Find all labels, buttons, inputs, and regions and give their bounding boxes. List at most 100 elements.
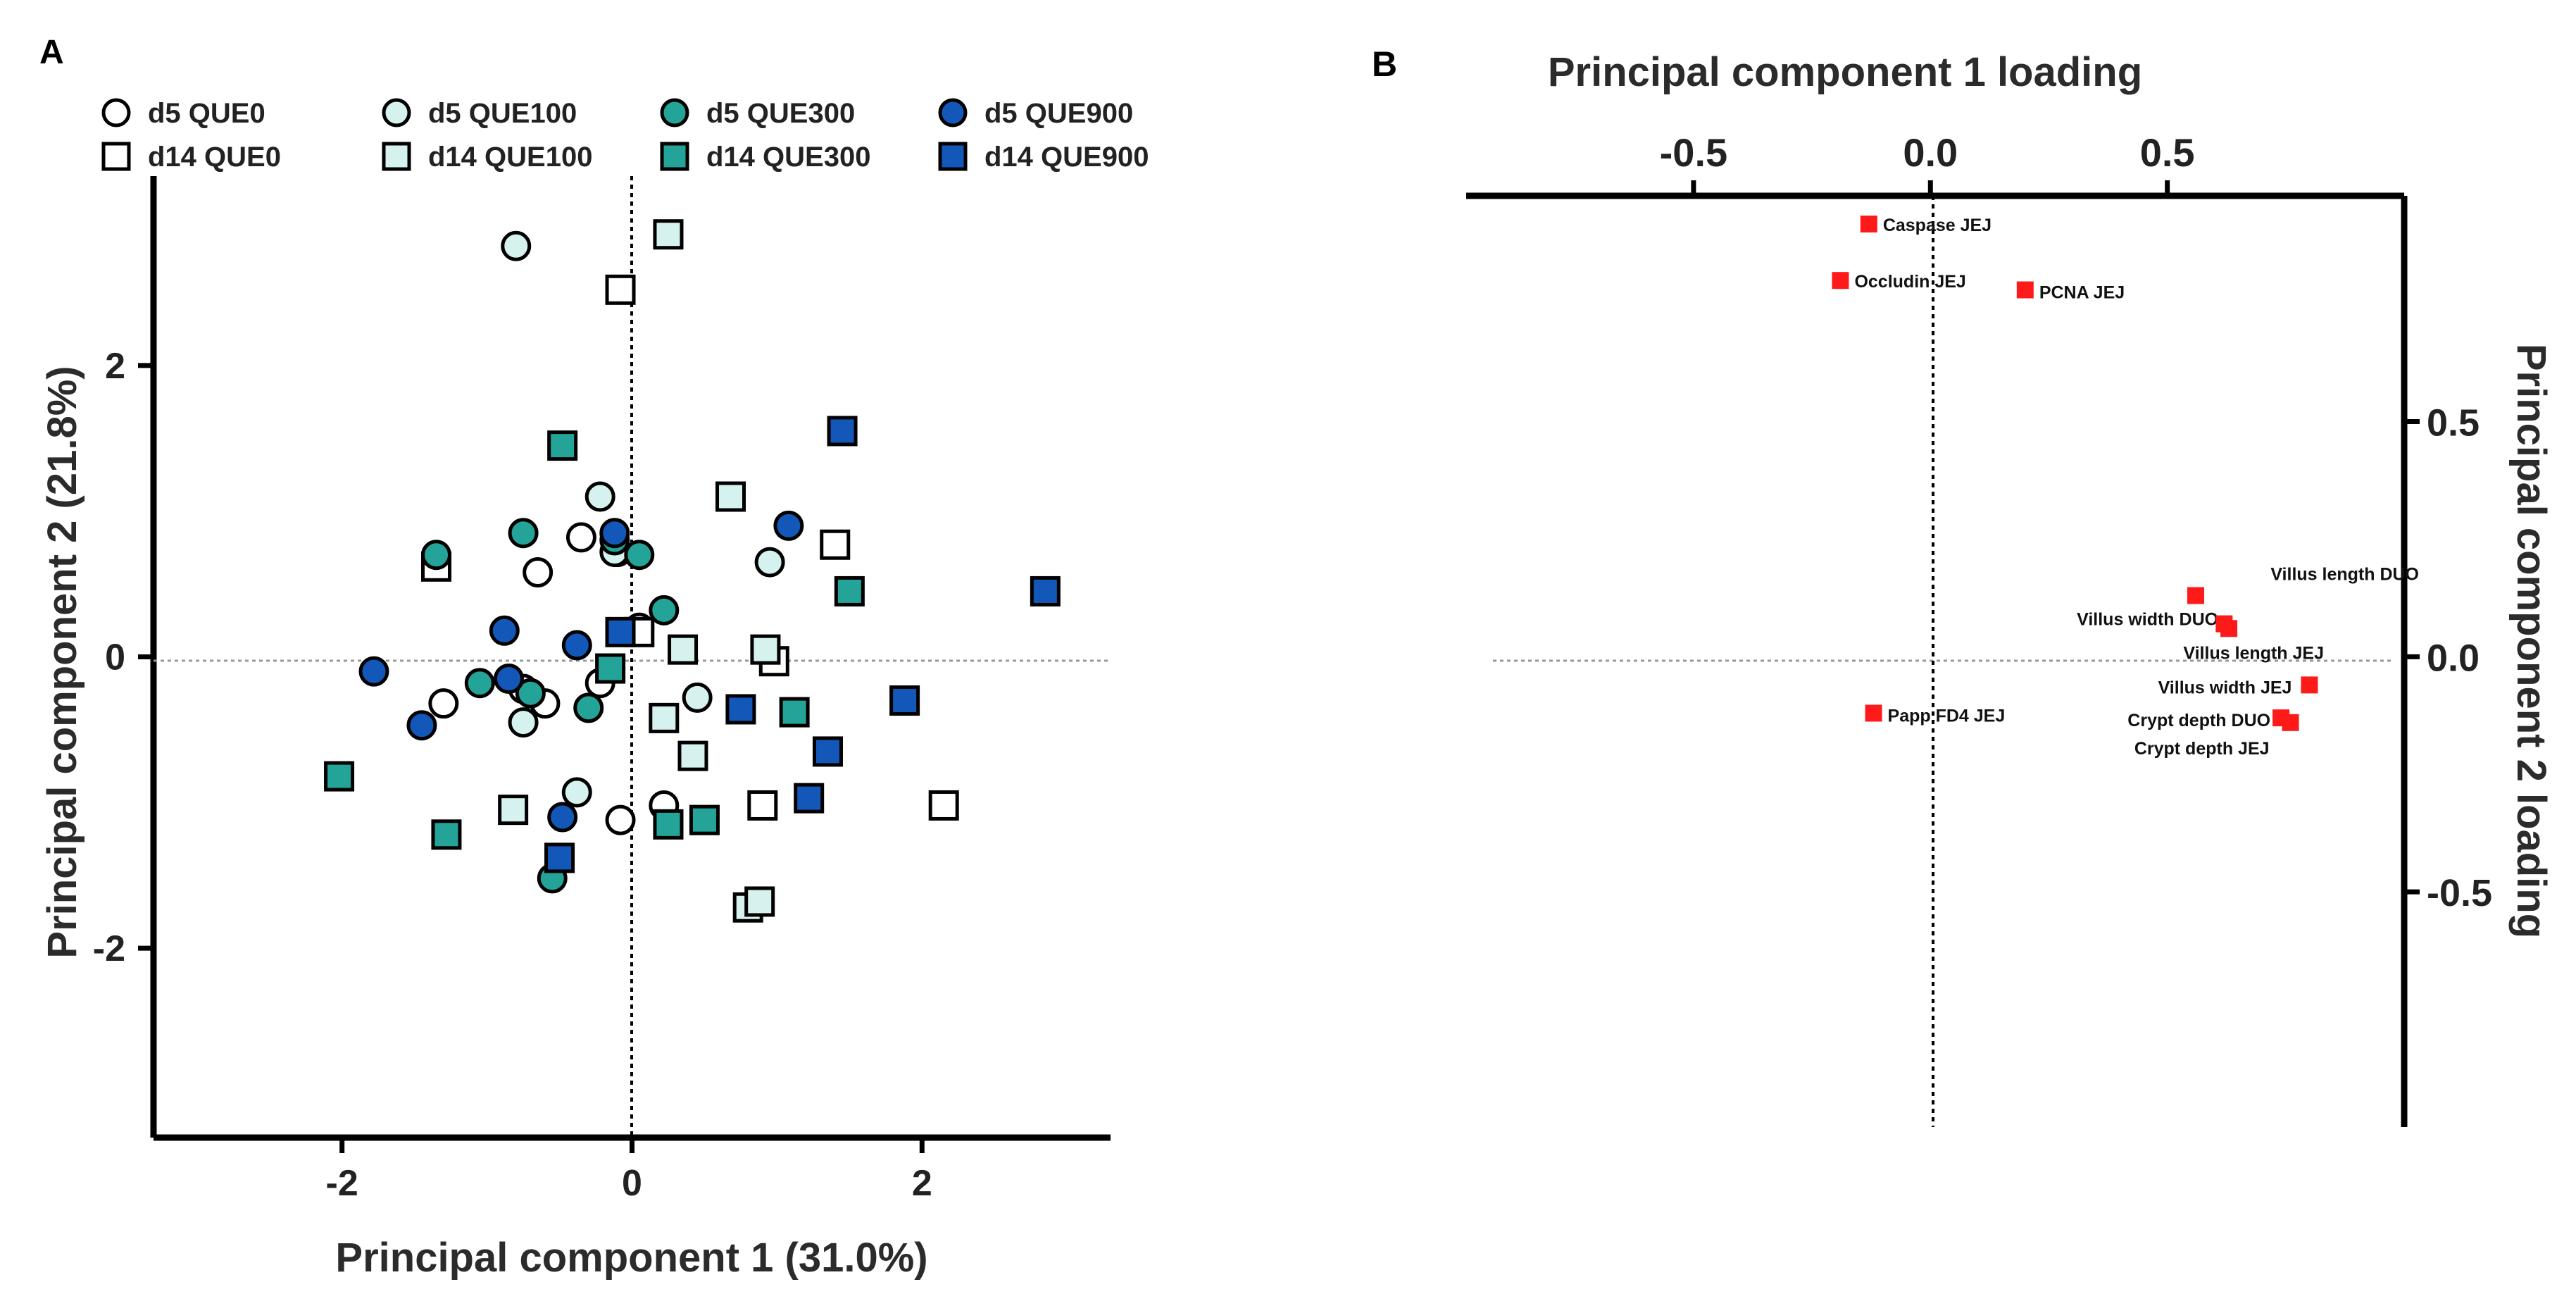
data-point: [653, 219, 684, 250]
legend-marker: [660, 98, 689, 127]
data-point: [750, 634, 781, 665]
data-point: [889, 685, 920, 716]
legend-label: d14 QUE0: [148, 142, 281, 173]
legend-marker: [938, 142, 968, 171]
loading-point: [1860, 216, 1877, 233]
panel-label-a: A: [39, 34, 64, 71]
data-point: [820, 529, 851, 560]
data-point: [498, 795, 529, 826]
y-tick-label: 2: [105, 346, 125, 387]
data-point: [744, 886, 775, 917]
pca-score-plot: d5 QUE0 d14 QUE0 d5 QUE100 d14 QUE100 d5 QUE…: [39, 98, 1149, 1281]
x-tick-label: -2: [326, 1163, 358, 1204]
loading-label: Crypt depth DUO: [2127, 711, 2270, 730]
data-point: [653, 809, 684, 840]
data-point: [547, 430, 578, 461]
x-tick-label: 0: [622, 1163, 642, 1204]
data-point: [747, 790, 778, 821]
y-tick-label: 0.0: [2427, 637, 2480, 679]
data-point: [358, 656, 389, 687]
data-point: [928, 790, 959, 821]
data-point: [431, 819, 462, 850]
loading-point: [1832, 272, 1849, 290]
data-point: [547, 802, 578, 833]
x-tick-label: 0.0: [1903, 130, 1958, 175]
data-point: [649, 702, 680, 733]
data-point: [406, 710, 437, 741]
data-point: [515, 678, 546, 709]
data-point: [624, 540, 655, 571]
loading-point: [2282, 714, 2299, 731]
data-point: [561, 777, 592, 808]
data-point: [501, 230, 532, 261]
pca-loading-plot: Principal component 1 loading Principal …: [1466, 49, 2554, 1127]
legend-marker: [101, 98, 131, 127]
data-point: [324, 761, 355, 792]
loading-label: Papp FD4 JEJ: [1888, 706, 2006, 726]
loading-point: [2187, 587, 2204, 604]
legend-marker: [101, 142, 131, 171]
data-point: [493, 664, 524, 695]
loading-label: Occludin JEJ: [1854, 272, 1965, 292]
y-tick-label: 0.5: [2427, 402, 2480, 444]
x-tick-label: -0.5: [1660, 130, 1728, 175]
data-point: [421, 540, 452, 571]
y-tick-label: -2: [93, 928, 125, 969]
data-point: [754, 547, 785, 578]
data-point: [677, 740, 708, 771]
legend-label: d5 QUE100: [428, 98, 577, 129]
data-point: [773, 510, 804, 541]
loading-label: Villus width JEJ: [2158, 678, 2292, 697]
loading-point: [1865, 704, 1882, 722]
legend-marker: [660, 142, 689, 171]
legend-label: d14 QUE300: [706, 142, 870, 173]
loading-label: Caspase JEJ: [1883, 216, 1992, 235]
loading-point: [2301, 676, 2318, 694]
data-point: [561, 630, 592, 661]
legend: d5 QUE0 d14 QUE0 d5 QUE100 d14 QUE100 d5 QUE…: [101, 98, 1149, 173]
x-axis-label: Principal component 1 (31.0%): [335, 1235, 927, 1281]
legend-label: d5 QUE0: [148, 98, 265, 129]
data-point: [584, 481, 615, 512]
y-axis-label: Principal component 2 loading: [2508, 344, 2554, 938]
legend-marker: [938, 98, 968, 127]
loading-points: Caspase JEJ Occludin JEJ PCNA JEJ Villus le…: [1832, 216, 2419, 759]
y-axis-label: Principal component 2 (21.8%): [39, 366, 85, 958]
ticks: -2 0 2 -2 0 2: [93, 346, 932, 1204]
legend-marker: [382, 142, 411, 171]
legend-label: d14 QUE100: [428, 142, 592, 173]
score-points: [324, 219, 1061, 923]
data-point: [573, 692, 604, 723]
data-point: [834, 575, 865, 606]
data-point: [1030, 575, 1061, 606]
data-point: [682, 682, 713, 713]
data-point: [605, 616, 636, 647]
x-axis-label: Principal component 1 loading: [1548, 49, 2142, 95]
data-point: [428, 688, 459, 719]
loading-point: [2215, 615, 2233, 633]
data-point: [725, 694, 756, 725]
loading-label: Villus width DUO: [2077, 609, 2218, 629]
data-point: [464, 668, 495, 699]
legend-label: d5 QUE300: [706, 98, 855, 129]
data-point: [827, 416, 858, 447]
loading-label: Villus length DUO: [2270, 565, 2419, 585]
x-tick-label: 0.5: [2140, 130, 2195, 175]
data-point: [489, 615, 520, 646]
data-point: [715, 481, 746, 512]
data-point: [668, 634, 699, 665]
data-point: [605, 274, 636, 305]
data-point: [689, 804, 720, 835]
data-point: [508, 707, 539, 738]
data-point: [605, 804, 636, 835]
loading-label: Villus length JEJ: [2183, 644, 2324, 664]
y-tick-label: -0.5: [2427, 872, 2492, 914]
panel-label-b: B: [1372, 44, 1397, 84]
loading-label: Crypt depth JEJ: [2134, 739, 2270, 759]
data-point: [523, 557, 554, 588]
data-point: [649, 595, 680, 626]
data-point: [812, 736, 843, 767]
loading-label: PCNA JEJ: [2039, 283, 2125, 303]
y-tick-label: 0: [105, 637, 125, 678]
